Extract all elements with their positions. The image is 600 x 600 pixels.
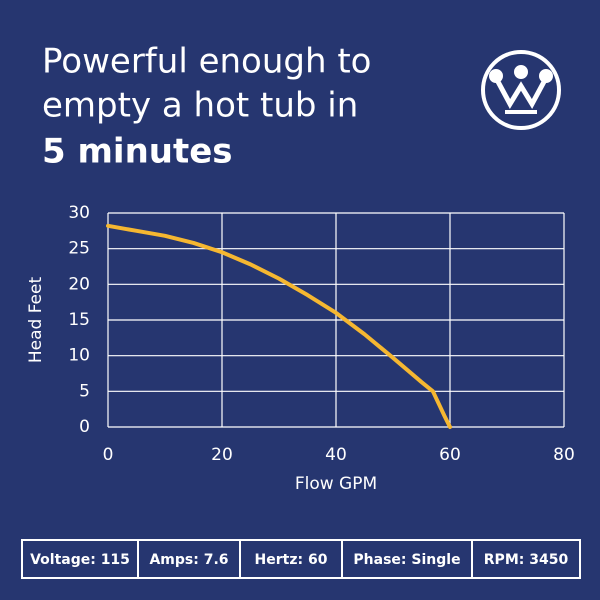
spec-bar: Voltage: 115 Amps: 7.6 Hertz: 60 Phase: Sin… — [21, 539, 581, 579]
spec-text: RPM: 3450 — [484, 552, 569, 568]
y-tick-label: 0 — [79, 417, 90, 437]
x-tick-label: 0 — [103, 445, 114, 465]
y-axis-label: Head Feet — [26, 277, 46, 364]
x-tick-label: 80 — [553, 445, 575, 465]
x-tick-label: 20 — [211, 445, 233, 465]
spec-text: Hertz: 60 — [255, 552, 328, 568]
spec-text: Phase: Single — [353, 552, 460, 568]
y-tick-label: 15 — [68, 310, 90, 330]
logo — [481, 50, 561, 130]
y-tick-label: 20 — [68, 274, 90, 294]
title-highlight: 5 minutes — [42, 132, 233, 172]
y-tick-label: 5 — [79, 381, 90, 401]
title-line: empty a hot tub in — [42, 86, 358, 126]
x-axis-label: Flow GPM — [295, 474, 377, 494]
spec-cell — [471, 539, 581, 579]
spec-text: Voltage: 115 — [30, 552, 130, 568]
y-tick-label: 25 — [68, 239, 90, 259]
spec-text: Amps: 7.6 — [149, 552, 228, 568]
y-tick-label: 10 — [68, 346, 90, 366]
x-tick-label: 60 — [439, 445, 461, 465]
curve — [106, 223, 452, 429]
x-tick-label: 40 — [325, 445, 347, 465]
title-line: Powerful enough to — [42, 42, 371, 82]
y-tick-label: 30 — [68, 203, 90, 223]
